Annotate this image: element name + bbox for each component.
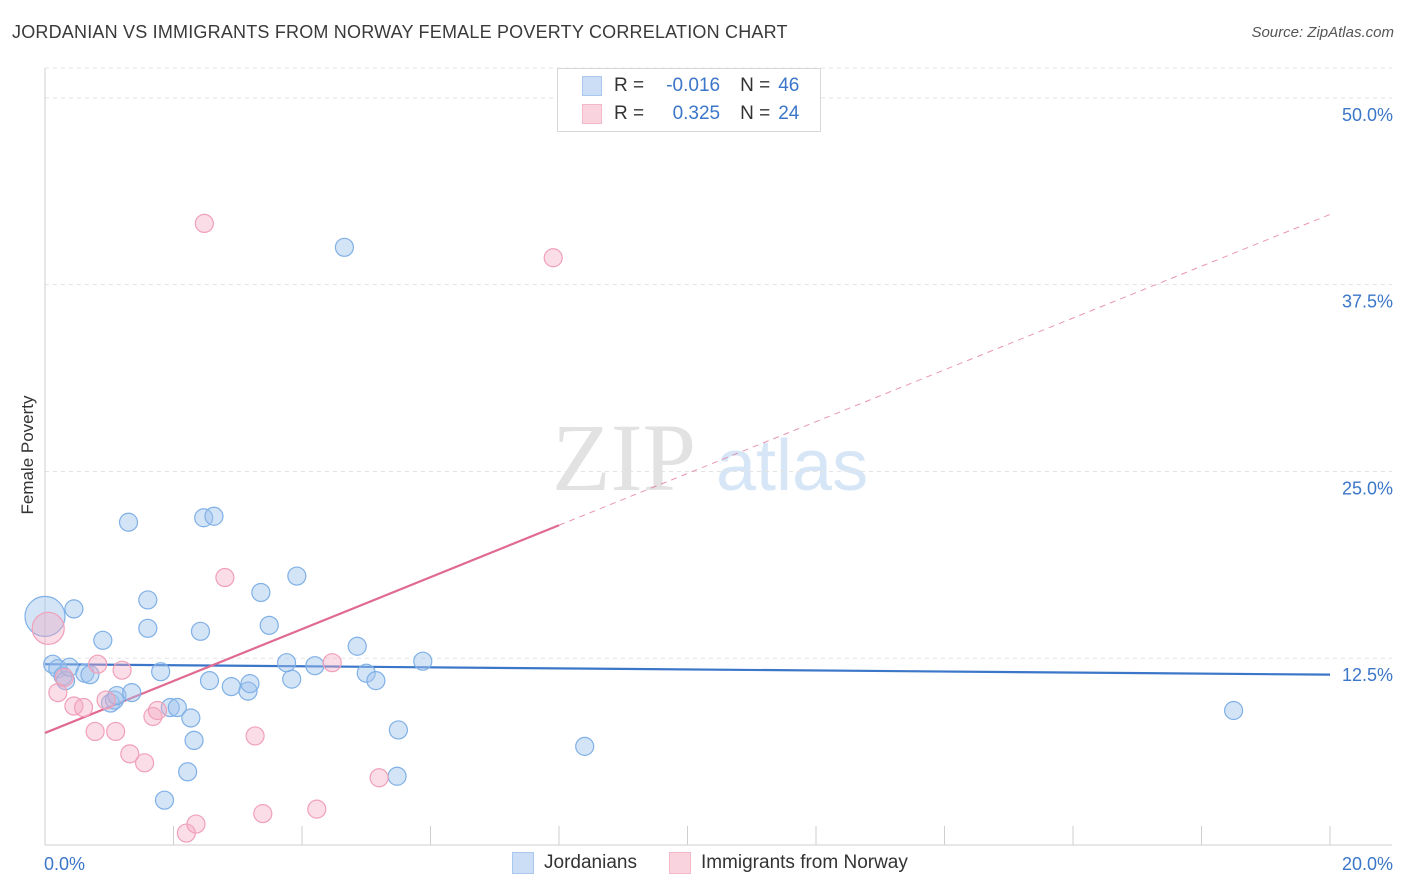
stats-swatch-jordanians [582,76,602,96]
point-jordanians [238,681,258,701]
point-jordanians [334,237,355,257]
point-jordanians [194,508,214,528]
y-tick-label: 50.0% [1342,105,1393,125]
watermark-zip: ZIP [552,404,696,511]
point-norway [54,668,74,688]
point-jordanians [287,566,307,586]
point-jordanians [276,653,297,673]
point-norway [64,696,84,716]
point-jordanians [190,621,211,641]
n-label: N = [740,103,771,124]
point-norway [96,690,116,710]
stats-row-jordanians: R = -0.016 N = 46 [582,73,799,99]
trend-line-jordanians [44,663,1331,676]
x-tick-label: 0.0% [44,854,85,874]
point-jordanians [64,599,84,619]
point-norway [245,726,265,746]
stats-box: R = -0.016 N = 46 R = 0.325 N = 24 [557,68,821,132]
point-jordanians [167,697,187,718]
point-norway [73,697,94,718]
point-norway [186,814,206,834]
point-jordanians [305,656,325,676]
point-jordanians [181,708,201,728]
point-norway [543,248,563,268]
point-norway [147,700,168,721]
stats-swatch-norway [582,104,602,124]
legend-swatch-norway [668,852,691,874]
point-norway [369,768,389,788]
point-jordanians [356,663,376,683]
trend-lines [44,213,1331,734]
point-jordanians [1224,700,1244,721]
point-jordanians [251,582,271,603]
y-tick-label: 12.5% [1342,665,1393,685]
watermark: ZIP atlas [552,404,868,511]
tick-labels: 12.5% 25.0% 37.5% 50.0% 0.0% 20.0% [44,105,1393,874]
point-jordanians [259,615,279,635]
trend-line-norway [44,524,560,734]
grid-lines [45,67,1392,659]
axes [44,68,1392,846]
point-jordanians [122,682,142,703]
point-jordanians [118,512,139,532]
legend-item-jordanians[interactable]: Jordanians [512,852,637,874]
point-jordanians [80,665,100,685]
n-value: 24 [778,103,800,124]
point-norway [134,753,155,773]
x-tick-label: 20.0% [1342,854,1393,874]
data-points [24,213,1244,843]
point-jordanians [138,618,158,638]
point-norway [194,213,214,233]
legend-label: Immigrants from Norway [700,852,908,873]
point-jordanians [413,651,433,671]
point-norway [215,567,235,588]
y-tick-label: 37.5% [1342,292,1393,312]
point-norway [112,660,132,680]
point-norway [307,799,327,819]
point-jordanians [151,662,171,682]
point-jordanians [387,766,407,786]
r-value: 0.325 [672,103,721,124]
trend-line-norway-extended [558,213,1331,526]
r-value: -0.016 [666,75,721,96]
r-label: R = [614,103,645,124]
legend: Jordanians Immigrants from Norway [512,852,940,874]
legend-label: Jordanians [544,852,637,873]
legend-item-norway[interactable]: Immigrants from Norway [668,852,908,874]
chart-title: JORDANIAN VS IMMIGRANTS FROM NORWAY FEMA… [12,22,788,42]
point-norway [253,804,273,824]
point-jordanians [138,590,158,610]
point-jordanians [388,720,408,740]
source-label: Source: ZipAtlas.com [1251,24,1394,41]
point-jordanians [204,506,224,526]
n-value: 46 [778,75,800,96]
point-jordanians [575,736,595,756]
point-norway [31,611,65,645]
point-jordanians [184,730,204,751]
r-label: R = [614,75,645,96]
point-jordanians [178,762,198,782]
point-jordanians [221,677,241,697]
point-jordanians [24,595,66,637]
n-label: N = [740,75,771,96]
point-jordanians [282,669,302,689]
point-norway [322,653,342,673]
point-jordanians [154,790,175,810]
point-norway [120,744,140,764]
stats-row-norway: R = 0.325 N = 24 [582,101,799,127]
point-norway [106,721,126,742]
point-jordanians [199,671,220,691]
point-norway [85,721,105,742]
point-jordanians [107,685,127,706]
point-jordanians [366,671,386,691]
point-jordanians [93,630,113,650]
point-jordanians [240,674,260,694]
legend-swatch-jordanians [512,852,534,874]
point-jordanians [347,636,367,656]
watermark-atlas: atlas [716,426,868,506]
y-tick-label: 25.0% [1342,478,1393,498]
point-norway [88,654,108,674]
